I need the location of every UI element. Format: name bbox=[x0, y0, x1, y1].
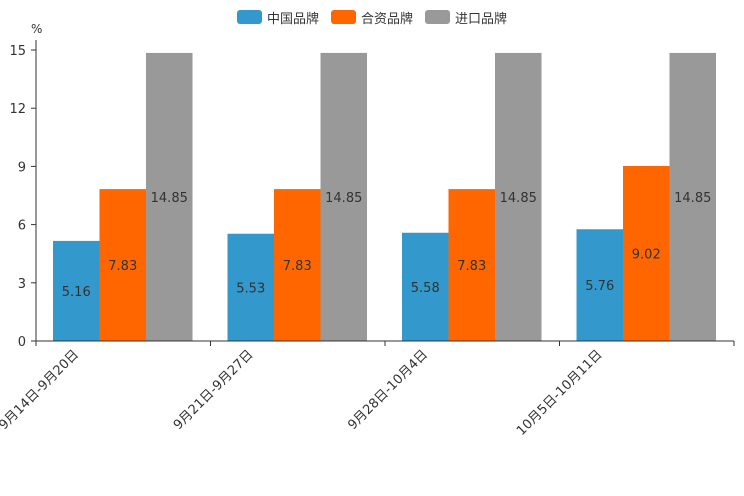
y-tick-label: 9 bbox=[18, 160, 26, 175]
y-tick-label: 15 bbox=[9, 44, 26, 59]
bar-data-label: 9.02 bbox=[632, 248, 661, 263]
bar-data-label: 14.85 bbox=[325, 191, 362, 206]
legend-item-import-brand[interactable]: 进口品牌 bbox=[425, 8, 507, 27]
y-tick-label: 6 bbox=[18, 219, 26, 234]
bar-2-0 bbox=[402, 232, 449, 341]
bar-data-label: 14.85 bbox=[500, 191, 537, 206]
legend-swatch-import-brand bbox=[425, 10, 450, 24]
y-tick-label: 3 bbox=[18, 277, 26, 292]
bar-data-label: 5.76 bbox=[585, 279, 614, 294]
x-category-label: 9月14日-9月20日 bbox=[0, 347, 82, 433]
bar-3-1 bbox=[623, 166, 670, 341]
y-tick-label: 12 bbox=[9, 102, 26, 117]
bar-1-2 bbox=[320, 52, 367, 341]
bar-data-label: 5.53 bbox=[236, 281, 265, 296]
bar-1-0 bbox=[227, 233, 274, 341]
legend: 中国品牌 合资品牌 进口品牌 bbox=[0, 6, 744, 28]
bar-2-2 bbox=[495, 52, 542, 341]
bar-3-2 bbox=[669, 52, 716, 341]
bar-0-1 bbox=[99, 189, 146, 341]
bar-data-label: 7.83 bbox=[283, 259, 312, 274]
bar-data-label: 5.16 bbox=[62, 285, 91, 300]
bar-0-0 bbox=[53, 240, 100, 341]
x-category-label: 9月21日-9月27日 bbox=[171, 347, 257, 433]
bar-1-1 bbox=[274, 189, 321, 341]
x-category-label: 10月5日-10月11日 bbox=[514, 347, 606, 439]
bar-data-label: 7.83 bbox=[108, 259, 137, 274]
legend-item-china-brand[interactable]: 中国品牌 bbox=[236, 8, 319, 27]
bar-data-label: 7.83 bbox=[457, 259, 486, 274]
bar-data-label: 14.85 bbox=[151, 191, 188, 206]
bar-3-0 bbox=[576, 229, 623, 341]
legend-swatch-china-brand bbox=[236, 10, 262, 24]
y-tick-label: 0 bbox=[18, 335, 26, 350]
legend-label-china-brand: 中国品牌 bbox=[266, 11, 319, 27]
bar-0-2 bbox=[146, 52, 193, 341]
legend-label-import-brand: 进口品牌 bbox=[455, 11, 508, 27]
legend-swatch-joint-venture-brand bbox=[330, 10, 356, 24]
legend-label-joint-venture-brand: 合资品牌 bbox=[360, 11, 413, 27]
y-axis-unit-label: % bbox=[31, 22, 43, 36]
x-category-label: 9月28日-10月4日 bbox=[345, 347, 431, 433]
bar-data-label: 5.58 bbox=[411, 281, 440, 296]
bar-data-label: 14.85 bbox=[674, 191, 711, 206]
bar-2-1 bbox=[448, 189, 495, 341]
legend-item-joint-venture-brand[interactable]: 合资品牌 bbox=[330, 8, 413, 27]
